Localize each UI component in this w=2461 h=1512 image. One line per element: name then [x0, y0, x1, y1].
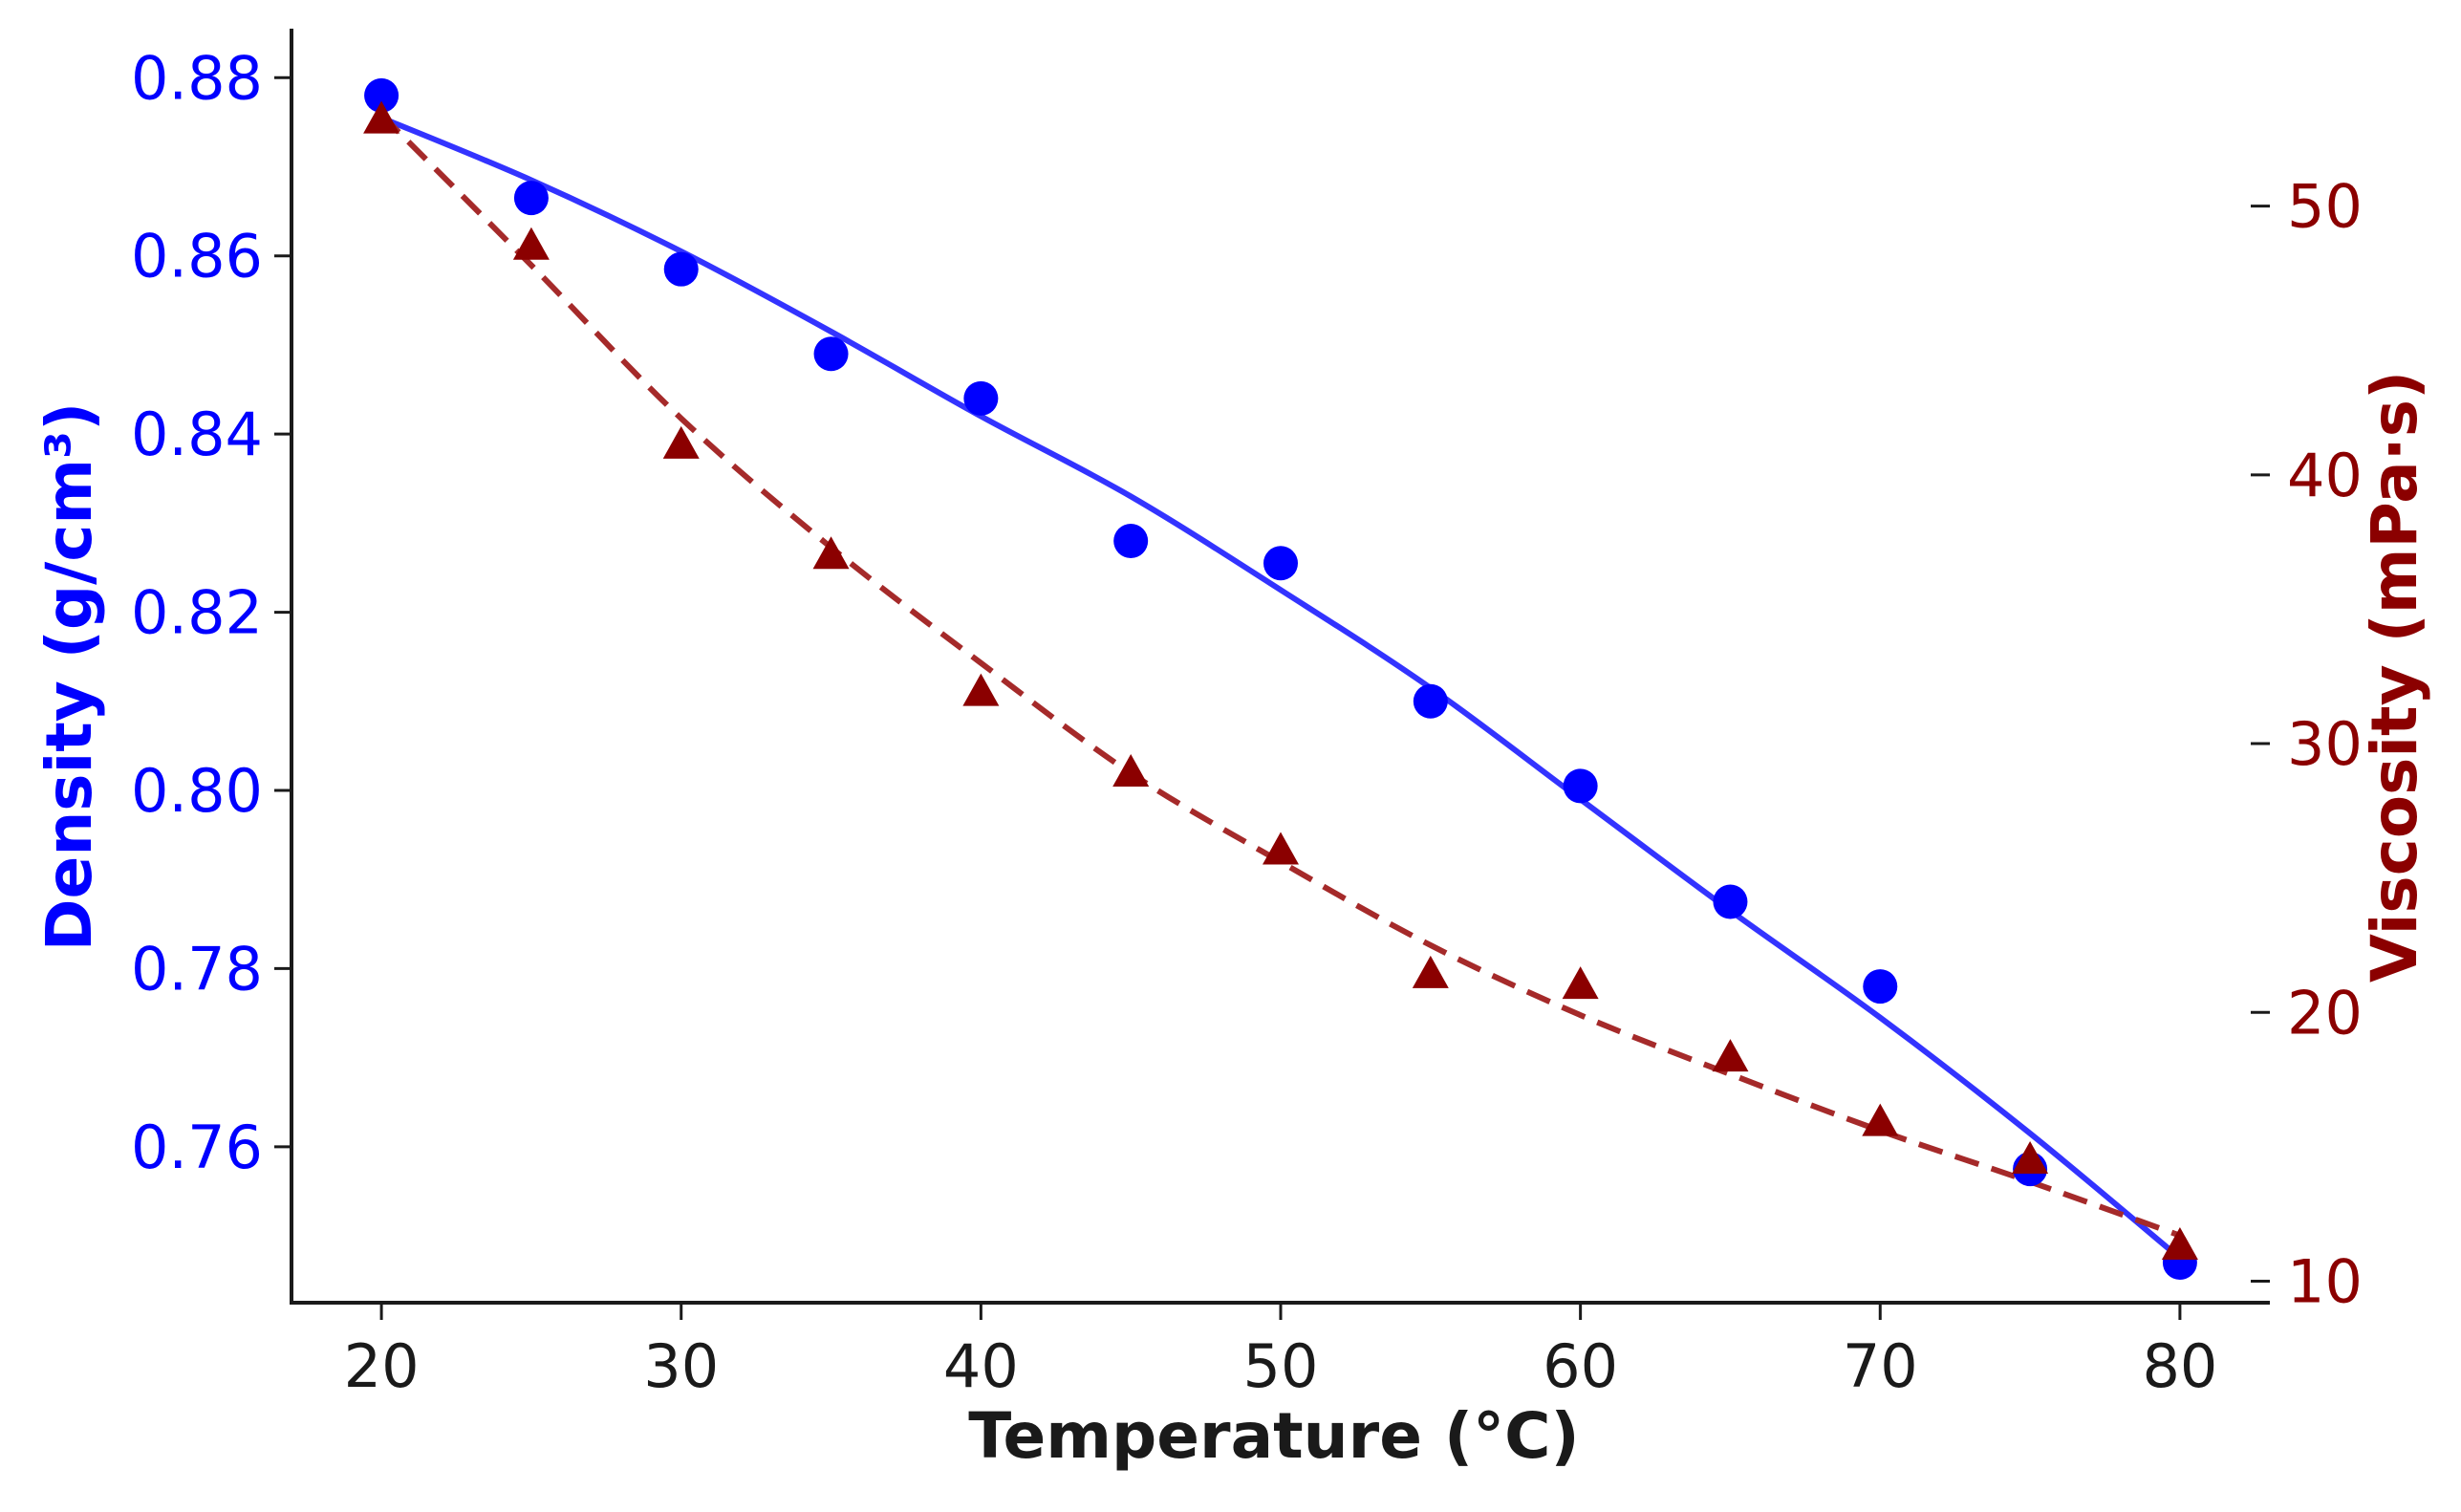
x-tick-label: 80: [2142, 1331, 2217, 1401]
right-y-tick-label: 20: [2287, 978, 2363, 1048]
viscosity-point: [812, 536, 850, 570]
density-point: [1863, 969, 1898, 1004]
x-tick-label: 70: [1843, 1331, 1918, 1401]
density-point: [1263, 546, 1298, 581]
viscosity-point: [1112, 753, 1150, 787]
density-point: [663, 251, 699, 287]
viscosity-point: [1862, 1103, 1899, 1136]
viscosity-fit-line: [378, 112, 2181, 1239]
viscosity-point: [512, 227, 550, 260]
density-point: [963, 380, 999, 416]
viscosity-point: [962, 673, 1000, 706]
viscosity-point: [1712, 1039, 1749, 1072]
density-fit-line: [379, 115, 2182, 1261]
right-y-tick-label: 40: [2287, 441, 2363, 510]
right-y-tick-label: 30: [2287, 709, 2363, 779]
density-point: [813, 336, 849, 372]
x-axis-title: Temperature (°C): [968, 1399, 1579, 1473]
left-y-tick-label: 0.82: [131, 578, 263, 648]
density-point: [1113, 523, 1149, 558]
density-point: [513, 181, 549, 216]
viscosity-point: [662, 425, 700, 459]
viscosity-point: [1263, 832, 1299, 865]
left-y-tick-label: 0.86: [131, 222, 263, 292]
density-point: [1713, 884, 1748, 919]
x-tick-label: 40: [943, 1331, 1019, 1401]
left-y-tick-label: 0.76: [131, 1112, 263, 1182]
viscosity-point: [2161, 1226, 2198, 1260]
viscosity-point: [1412, 955, 1449, 988]
left-y-tick-label: 0.88: [131, 43, 263, 113]
x-tick-label: 30: [643, 1331, 719, 1401]
right-y-tick-label: 50: [2287, 172, 2363, 242]
viscosity-point: [2012, 1140, 2049, 1174]
x-tick-label: 50: [1243, 1331, 1319, 1401]
x-tick-label: 60: [1543, 1331, 1618, 1401]
viscosity-point: [1562, 966, 1599, 1000]
density-point: [1413, 683, 1448, 719]
left-y-tick-label: 0.78: [131, 934, 263, 1004]
ticks: 20 30 40 50 60 70 80 0.76 0.78 0.80 0.82 0.84 0.86 0.…: [131, 43, 2363, 1401]
left-y-axis-title: Density (g/cm³): [32, 402, 106, 951]
viscosity-point: [363, 100, 400, 134]
axes: [290, 29, 2270, 1305]
density-point: [364, 77, 399, 113]
right-y-axis-title: Viscosity (mPa·s): [2358, 371, 2431, 983]
x-tick-label: 20: [344, 1331, 420, 1401]
density-point: [1563, 768, 1598, 804]
right-y-tick-label: 10: [2287, 1247, 2363, 1317]
left-y-tick-label: 0.80: [131, 756, 263, 826]
plot-area: [363, 77, 2198, 1281]
left-y-tick-label: 0.84: [131, 400, 263, 469]
